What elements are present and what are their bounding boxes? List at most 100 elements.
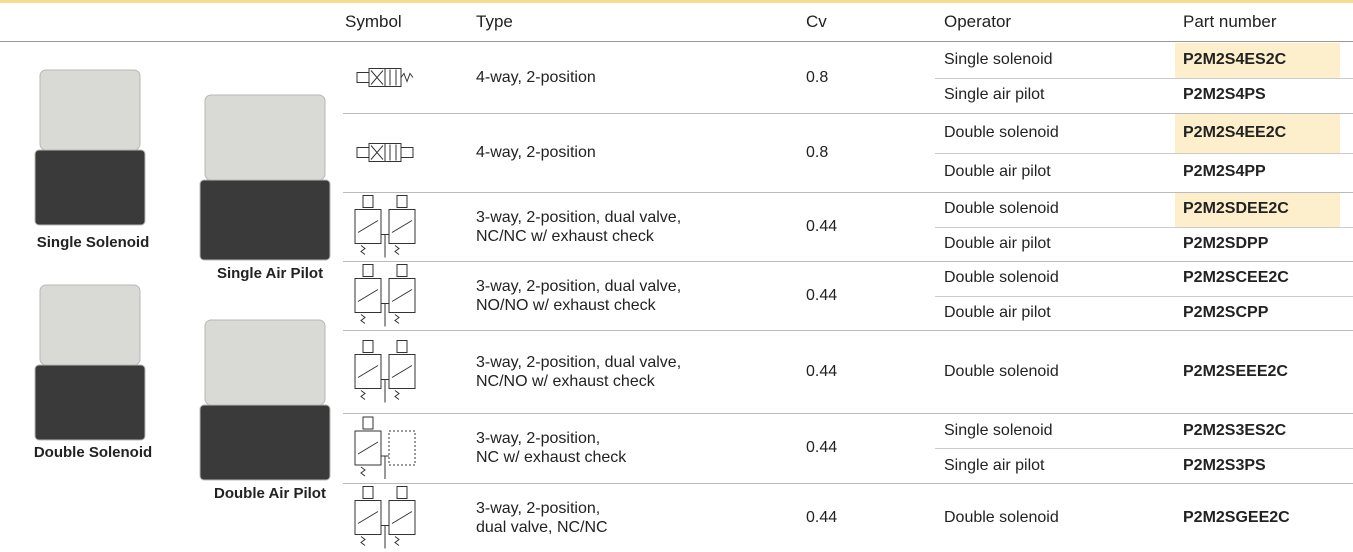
valve-photo (40, 285, 140, 365)
cv-value: 0.8 (806, 143, 828, 162)
column-header: Symbol (345, 12, 402, 31)
part-number: P2M2SGEE2C (1183, 508, 1290, 527)
valve-type: 4-way, 2-position (476, 143, 596, 162)
symbol-actuator (397, 196, 407, 208)
symbol-spring (361, 391, 365, 400)
symbol-port (381, 526, 389, 549)
symbol-actuator (363, 341, 373, 353)
subrow-separator (935, 296, 1353, 297)
row-separator (343, 413, 1353, 414)
image-label: Double Air Pilot (180, 484, 360, 503)
cv-value: 0.44 (806, 508, 837, 527)
symbol-port (381, 456, 389, 479)
operator: Single air pilot (944, 85, 1045, 104)
symbol-spring (395, 246, 399, 255)
valve-symbol (355, 265, 415, 327)
subrow-separator (935, 227, 1353, 228)
cv-value: 0.44 (806, 286, 837, 305)
valve-type: 3-way, 2-position, dual valve, NC/NC (476, 499, 608, 537)
operator: Double air pilot (944, 234, 1051, 253)
operator: Double air pilot (944, 162, 1051, 181)
row-separator (343, 261, 1353, 262)
valve-type: 3-way, 2-position, dual valve, NC/NC w/ … (476, 208, 681, 246)
valve-photo (205, 320, 325, 405)
symbol-actuator (363, 265, 373, 277)
part-number: P2M2SEEE2C (1183, 362, 1288, 381)
symbol-arrow (392, 221, 412, 233)
valve-symbol (355, 417, 415, 479)
part-number: P2M2S3ES2C (1183, 421, 1286, 440)
symbol-spring (395, 315, 399, 324)
operator: Double solenoid (944, 508, 1059, 527)
symbol-port (381, 380, 389, 403)
symbol-box (389, 431, 415, 465)
cv-value: 0.44 (806, 438, 837, 457)
symbol-box (385, 144, 401, 162)
symbol-spring (361, 246, 365, 255)
cv-value: 0.44 (806, 217, 837, 236)
symbol-spring (361, 467, 365, 476)
symbol-arrow (392, 366, 412, 378)
valve-photo (205, 95, 325, 180)
valve-type: 4-way, 2-position (476, 68, 596, 87)
operator: Single solenoid (944, 421, 1053, 440)
symbol-spring (361, 315, 365, 324)
operator: Double air pilot (944, 303, 1051, 322)
operator: Single solenoid (944, 50, 1053, 69)
image-label: Single Air Pilot (180, 264, 360, 283)
valve-symbol (355, 341, 415, 403)
symbol-arrow (392, 512, 412, 524)
part-number: P2M2S4ES2C (1183, 50, 1286, 69)
part-number: P2M2S4EE2C (1183, 123, 1286, 142)
row-separator (343, 330, 1353, 331)
part-number: P2M2SCPP (1183, 303, 1268, 322)
valve-type: 3-way, 2-position, NC w/ exhaust check (476, 429, 626, 467)
symbol-actuator (363, 487, 373, 499)
valve-symbol (355, 196, 415, 258)
symbol-arrow (392, 290, 412, 302)
symbol-arrow (358, 221, 378, 233)
part-number: P2M2S3PS (1183, 456, 1266, 475)
part-number: P2M2SCEE2C (1183, 268, 1289, 287)
valve-photo (200, 180, 330, 260)
column-header: Operator (944, 12, 1011, 31)
column-header: Cv (806, 12, 827, 31)
subrow-separator (935, 448, 1353, 449)
symbol-port (381, 304, 389, 327)
symbol-arrow (358, 442, 378, 454)
valve-photo (40, 70, 140, 150)
cv-value: 0.8 (806, 68, 828, 87)
part-number: P2M2SDPP (1183, 234, 1268, 253)
column-header: Type (476, 12, 513, 31)
valve-photo (35, 150, 145, 225)
operator: Double solenoid (944, 362, 1059, 381)
subrow-separator (935, 78, 1353, 79)
cv-value: 0.44 (806, 362, 837, 381)
symbol-arrow (371, 145, 396, 161)
symbol-spring (401, 74, 413, 82)
symbol-spring (395, 391, 399, 400)
image-label: Single Solenoid (3, 233, 183, 252)
symbol-actuator (397, 487, 407, 499)
valve-symbol (355, 487, 415, 549)
symbol-actuator (357, 148, 369, 158)
part-number: P2M2S4PP (1183, 162, 1266, 181)
symbol-actuator (363, 196, 373, 208)
column-header: Part number (1183, 12, 1277, 31)
operator: Single air pilot (944, 456, 1045, 475)
symbol-actuator (397, 341, 407, 353)
operator: Double solenoid (944, 199, 1059, 218)
image-label: Double Solenoid (3, 443, 183, 462)
valve-symbol (357, 69, 413, 87)
row-separator (343, 483, 1353, 484)
valve-type: 3-way, 2-position, dual valve, NO/NO w/ … (476, 277, 681, 315)
operator: Double solenoid (944, 268, 1059, 287)
symbol-port (381, 235, 389, 258)
valve-photo (35, 365, 145, 440)
symbol-arrow (358, 366, 378, 378)
symbol-spring (395, 537, 399, 546)
symbol-arrow (358, 290, 378, 302)
symbol-actuator (363, 417, 373, 429)
operator: Double solenoid (944, 123, 1059, 142)
symbol-arrow (371, 70, 396, 86)
